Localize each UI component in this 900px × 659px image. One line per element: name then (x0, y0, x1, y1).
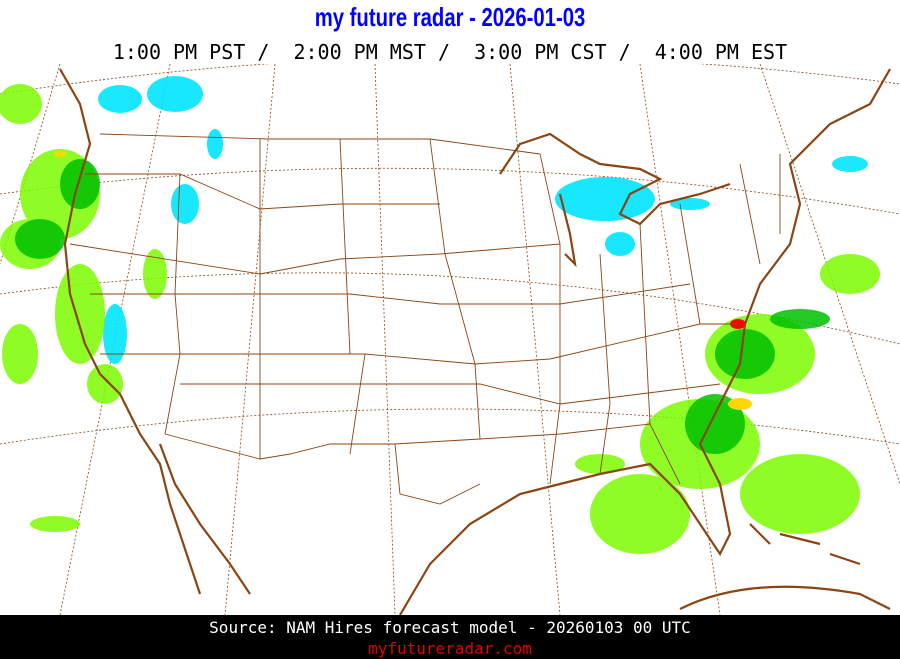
time-zones-label: 1:00 PM PST / 2:00 PM MST / 3:00 PM CST … (112, 40, 788, 64)
site-link[interactable]: myfutureradar.com (368, 639, 532, 658)
page-title: my future radar - 2026-01-03 (314, 2, 586, 32)
coastline (59, 68, 891, 615)
footer: Source: NAM Hires forecast model - 20260… (0, 615, 900, 659)
source-label: Source: NAM Hires forecast model - 20260… (209, 618, 691, 637)
state-borders (69, 133, 781, 505)
precipitation (0, 76, 880, 554)
radar-map (0, 64, 900, 615)
